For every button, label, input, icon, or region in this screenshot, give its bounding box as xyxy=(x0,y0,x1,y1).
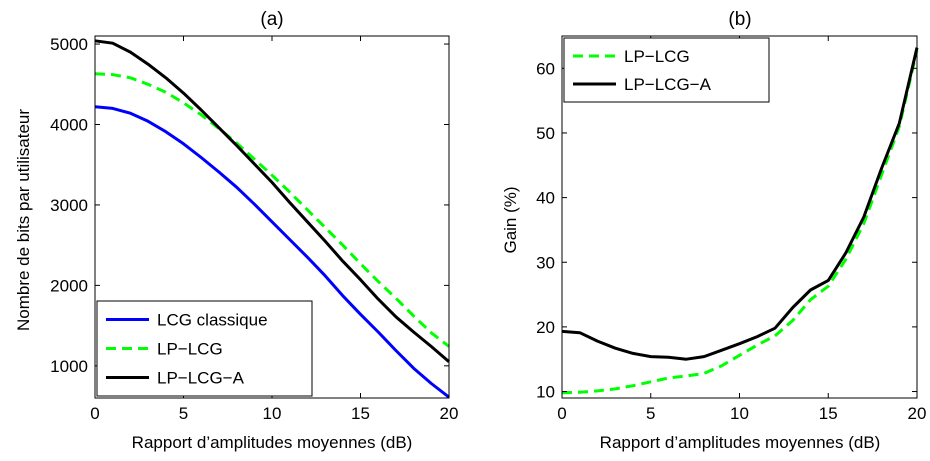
chart-b-legend-label-1: LP−LCG xyxy=(624,47,690,66)
chart-a-xlabel: Rapport d’amplitudes moyennes (dB) xyxy=(132,433,413,452)
chart-a-legend: LCG classique LP−LCG LP−LCG−A xyxy=(96,300,313,397)
chart-b-xtick-label: 20 xyxy=(908,404,927,423)
chart-b-legend: LP−LCG LP−LCG−A xyxy=(563,37,770,103)
chart-b-xtick-label: 15 xyxy=(819,404,838,423)
chart-b-axes: 0 5 10 15 20 10 20 30 40 50 60 xyxy=(536,35,927,423)
chart-b-series-line-1 xyxy=(561,49,919,395)
chart-b-series xyxy=(561,47,919,395)
chart-a-xtick-label: 0 xyxy=(90,404,99,423)
chart-b-series-line-2 xyxy=(561,47,919,361)
chart-a-series-line-3 xyxy=(94,39,450,363)
chart-a-series-line-1 xyxy=(94,105,450,399)
chart-a-xtick-label: 15 xyxy=(351,404,370,423)
chart-a-xtick-label: 20 xyxy=(440,404,459,423)
chart-b-ylabel: Gain (%) xyxy=(501,186,520,253)
chart-b: (b) 0 5 10 15 20 10 20 30 40 50 60 Rapport d’ampli… xyxy=(501,9,926,452)
chart-a-legend-label-1: LCG classique xyxy=(157,311,268,330)
chart-b-title: (b) xyxy=(728,9,751,30)
chart-b-ytick-label: 10 xyxy=(536,383,555,402)
chart-b-ytick-label: 40 xyxy=(536,189,555,208)
chart-a-ytick-label: 4000 xyxy=(50,115,88,134)
chart-b-ytick-label: 30 xyxy=(536,253,555,272)
chart-b-legend-box xyxy=(563,37,770,103)
chart-b-legend-label-2: LP−LCG−A xyxy=(624,75,712,94)
chart-a-ytick-label: 2000 xyxy=(50,276,88,295)
chart-a-ytick-label: 5000 xyxy=(50,35,88,54)
chart-b-ytick-label: 60 xyxy=(536,59,555,78)
chart-a-axes: 0 5 10 15 20 1000 2000 3000 4000 5000 xyxy=(50,35,458,423)
chart-b-xlabel: Rapport d’amplitudes moyennes (dB) xyxy=(600,433,881,452)
chart-a-series xyxy=(94,39,450,399)
chart-a-legend-label-2: LP−LCG xyxy=(157,340,223,359)
chart-a-ylabel: Nombre de bits par utilisateur xyxy=(14,109,33,331)
chart-b-xtick-label: 10 xyxy=(730,404,749,423)
chart-a-ytick-label: 1000 xyxy=(50,357,88,376)
chart-a-legend-box xyxy=(96,300,313,397)
chart-b-ytick-label: 50 xyxy=(536,124,555,143)
chart-a-series-line-2 xyxy=(94,72,450,348)
chart-b-ytick-label: 20 xyxy=(536,318,555,337)
chart-a-legend-label-3: LP−LCG−A xyxy=(157,369,245,388)
chart-a: (a) 0 5 10 15 20 1000 2000 3000 4000 5000 Rapport… xyxy=(14,9,458,452)
chart-b-xtick-label: 5 xyxy=(646,404,655,423)
chart-a-xtick-label: 5 xyxy=(179,404,188,423)
chart-a-title: (a) xyxy=(260,9,283,30)
chart-b-xtick-label: 0 xyxy=(557,404,566,423)
chart-a-xtick-label: 10 xyxy=(263,404,282,423)
chart-a-ytick-label: 3000 xyxy=(50,196,88,215)
